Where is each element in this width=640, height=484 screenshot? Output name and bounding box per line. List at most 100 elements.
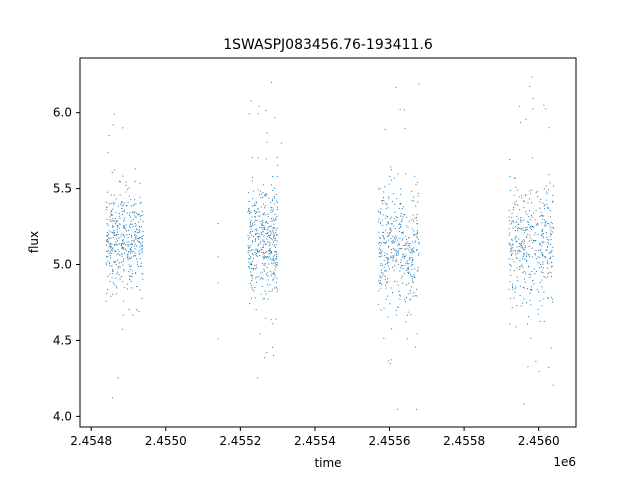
data-point: [247, 245, 249, 247]
data-point: [550, 257, 551, 259]
data-point: [117, 240, 119, 242]
data-point: [113, 229, 115, 231]
data-point: [112, 208, 114, 210]
data-point: [122, 235, 124, 237]
data-point: [411, 252, 413, 254]
data-point: [109, 280, 111, 282]
data-point: [378, 188, 380, 190]
data-point: [522, 258, 524, 260]
data-point: [127, 288, 129, 290]
data-point: [546, 203, 548, 205]
data-point: [258, 238, 260, 240]
data-point: [107, 152, 109, 154]
data-point: [510, 274, 512, 276]
data-point: [263, 228, 265, 230]
data-point: [141, 244, 143, 246]
data-point: [379, 187, 381, 189]
data-point: [552, 255, 554, 257]
data-point: [116, 221, 118, 223]
data-point: [122, 260, 124, 262]
data-point: [128, 271, 130, 273]
data-point: [272, 355, 274, 357]
data-point: [108, 237, 110, 239]
data-point: [260, 206, 262, 208]
data-point: [112, 248, 114, 250]
data-point: [267, 241, 269, 243]
data-point: [379, 245, 381, 247]
data-point: [529, 234, 531, 236]
data-point: [395, 260, 397, 262]
data-point: [538, 370, 540, 372]
data-point: [379, 256, 381, 258]
data-point: [414, 276, 416, 278]
data-point: [392, 240, 394, 242]
data-point: [533, 283, 535, 285]
data-point: [390, 249, 392, 250]
data-point: [248, 265, 250, 267]
data-point: [133, 256, 135, 258]
data-point: [411, 219, 413, 221]
data-point: [252, 249, 254, 251]
data-point: [386, 203, 388, 205]
data-point: [250, 262, 252, 264]
data-point: [112, 202, 114, 204]
data-point: [546, 260, 548, 262]
data-point: [263, 241, 265, 243]
data-point: [521, 265, 523, 267]
data-point: [253, 205, 255, 207]
data-point: [265, 274, 267, 276]
x-axis-offset-label: 1e6: [553, 455, 576, 469]
data-point: [382, 272, 384, 274]
data-point: [118, 213, 120, 215]
data-point: [270, 184, 272, 186]
data-point: [142, 235, 144, 237]
data-point: [109, 252, 111, 254]
data-point: [131, 242, 133, 244]
data-point: [534, 240, 536, 242]
data-point: [541, 229, 543, 231]
data-point: [400, 232, 402, 234]
data-point: [522, 272, 524, 274]
data-point: [410, 265, 412, 267]
data-point: [123, 219, 125, 221]
data-point: [543, 320, 545, 322]
data-point: [516, 250, 518, 252]
data-point: [276, 256, 278, 257]
data-point: [248, 262, 250, 264]
data-point: [256, 281, 258, 283]
data-point: [521, 241, 523, 243]
data-point: [543, 225, 545, 227]
data-point: [262, 298, 264, 300]
data-point: [128, 195, 130, 197]
data-point: [252, 269, 254, 271]
data-point: [262, 256, 264, 258]
data-point: [117, 226, 119, 228]
data-point: [132, 219, 134, 221]
data-point: [111, 265, 113, 267]
data-point: [251, 287, 253, 289]
data-point: [134, 231, 136, 233]
data-point: [523, 271, 525, 272]
data-point: [267, 275, 269, 277]
data-point: [386, 253, 388, 255]
data-point: [542, 219, 544, 221]
data-point: [132, 205, 134, 207]
data-point: [272, 209, 274, 211]
data-point: [417, 254, 419, 256]
data-point: [518, 245, 520, 247]
data-point: [394, 211, 396, 213]
data-point: [515, 326, 517, 328]
data-point: [275, 263, 277, 265]
data-point: [130, 281, 132, 283]
data-point: [110, 249, 112, 251]
data-point: [392, 201, 394, 203]
data-point: [534, 232, 536, 234]
data-point: [270, 209, 272, 211]
data-point: [261, 222, 263, 224]
data-point: [253, 209, 255, 211]
data-point: [391, 258, 393, 260]
data-point: [403, 231, 405, 233]
x-axis-ticks: 2.4548 2.4550 2.4552 2.4554 2.4556 2.4558 2.45…: [70, 427, 560, 448]
data-point: [539, 264, 541, 266]
